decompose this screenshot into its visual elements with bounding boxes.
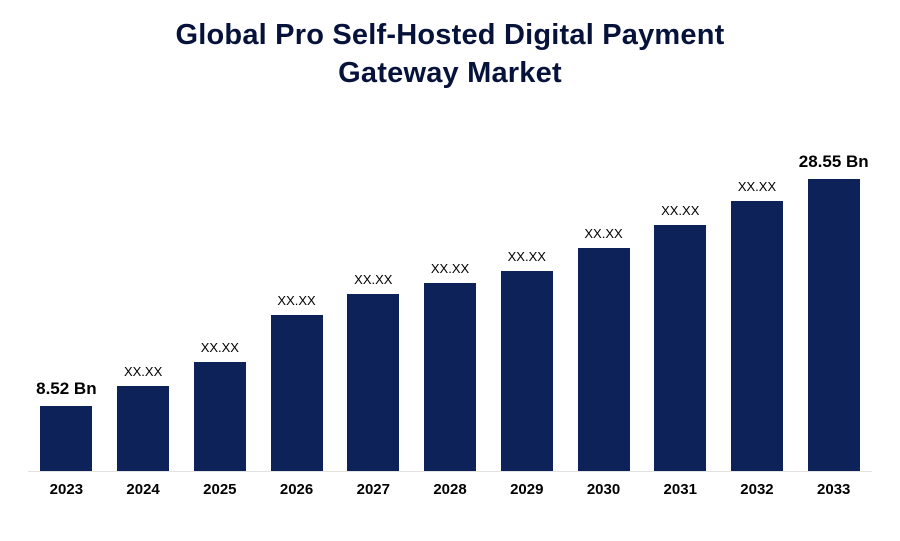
chart-title-line2: Gateway Market [338, 57, 562, 90]
bar-group-2025: XX.XX [181, 340, 258, 471]
bar-value-label-2027: XX.XX [354, 271, 393, 287]
bar-value-label-2023: 8.52 Bn [36, 378, 97, 398]
bar-value-label-2028: XX.XX [430, 260, 470, 276]
bar-group-2027: XX.XX [335, 272, 412, 471]
plot-area: 8.52 Bn XX.XX XX.XX XX.XX XX.XX XX.XX XX.XX XX.… [28, 135, 872, 472]
bar-group-2024: XX.XX [105, 364, 182, 471]
bar-group-2023: 8.52 Bn [28, 379, 105, 471]
x-tick-2028: 2028 [433, 480, 467, 498]
bar-chart: 8.52 Bn XX.XX XX.XX XX.XX XX.XX XX.XX XX.XX XX.… [28, 135, 872, 498]
bar-value-label-2024: XX.XX [123, 363, 163, 379]
x-tick-2024: 2024 [126, 480, 160, 498]
bar-group-2032: XX.XX [719, 179, 796, 471]
bar-value-label-2030: XX.XX [584, 225, 623, 241]
bar-value-label-2032: XX.XX [737, 178, 777, 194]
bar-group-2030: XX.XX [565, 226, 642, 471]
x-tick-2030: 2030 [586, 480, 621, 498]
x-tick-2029: 2029 [510, 480, 544, 498]
bar-group-2031: XX.XX [642, 203, 719, 471]
bar-value-label-2033: 28.55 Bn [798, 151, 869, 171]
x-tick-2026: 2026 [279, 480, 314, 498]
bar-2029 [500, 270, 553, 471]
bar-value-label-2025: XX.XX [200, 339, 239, 355]
x-tick-2032: 2032 [740, 480, 774, 498]
bar-group-2033: 28.55 Bn [795, 152, 872, 471]
bar-2030 [577, 247, 630, 471]
bar-value-label-2026: XX.XX [277, 292, 316, 308]
bar-group-2029: XX.XX [488, 249, 565, 471]
bar-2024 [117, 385, 170, 471]
bar-2028 [424, 282, 477, 471]
x-tick-2033: 2033 [817, 480, 851, 498]
bar-2025 [193, 361, 246, 471]
x-tick-2025: 2025 [203, 480, 237, 498]
bar-2033 [807, 178, 860, 471]
bar-2027 [347, 293, 400, 471]
bar-2026 [270, 314, 323, 471]
bar-2031 [654, 224, 707, 471]
x-tick-2023: 2023 [49, 480, 84, 498]
x-tick-2031: 2031 [663, 480, 697, 498]
bar-group-2028: XX.XX [412, 261, 489, 471]
x-axis: 2023 2024 2025 2026 2027 2028 2029 2030 2031 2032… [28, 481, 872, 498]
bar-value-label-2031: XX.XX [661, 202, 700, 218]
chart-title: Global Pro Self-Hosted Digital Payment G… [0, 16, 900, 93]
chart-title-line1: Global Pro Self-Hosted Digital Payment [175, 19, 725, 51]
bar-2032 [730, 200, 783, 471]
bar-value-label-2029: XX.XX [507, 248, 546, 264]
bar-2023 [40, 405, 93, 471]
bar-group-2026: XX.XX [258, 293, 335, 471]
x-tick-2027: 2027 [356, 480, 390, 498]
